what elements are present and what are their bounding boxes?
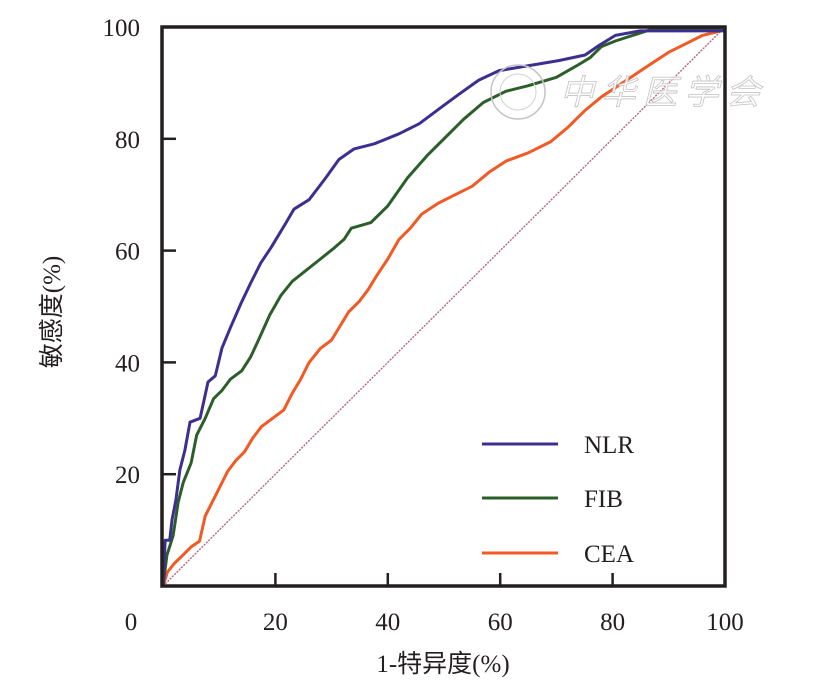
y-tick-label: 20 xyxy=(115,462,140,489)
x-tick-label: 100 xyxy=(706,609,744,636)
x-tick-label: 60 xyxy=(488,609,513,636)
x-axis-title: 1-特异度(%) xyxy=(376,650,509,678)
series-line-fib xyxy=(161,27,725,587)
series-line-cea xyxy=(161,28,726,587)
x-tick-label: 0 xyxy=(125,609,138,636)
legend-item-nlr: NLR xyxy=(482,432,634,459)
tick-labels: 0 20 40 60 80 100 20 40 60 80 100 xyxy=(103,15,744,636)
y-tick-label: 40 xyxy=(115,350,140,377)
watermark-seal-icon xyxy=(490,64,546,120)
ticks-layer xyxy=(162,137,614,586)
y-tick-label: 80 xyxy=(115,127,140,154)
y-tick-label: 100 xyxy=(103,15,141,42)
plot-frame xyxy=(160,25,727,588)
series-layer xyxy=(161,26,726,587)
legend-label: NLR xyxy=(584,432,634,459)
watermark-seal-inner-icon xyxy=(499,73,537,111)
x-tick-label: 20 xyxy=(263,609,288,636)
legend-label: CEA xyxy=(584,541,634,568)
legend-item-cea: CEA xyxy=(482,541,634,568)
legend-item-fib: FIB xyxy=(482,486,623,513)
x-tick-label: 40 xyxy=(375,609,400,636)
legend: NLR FIB CEA xyxy=(482,432,634,568)
series-line-reference xyxy=(162,26,726,587)
y-tick-label: 60 xyxy=(115,239,140,266)
y-axis-title: 敏感度(%) xyxy=(38,256,66,368)
watermark: 中华医学会 xyxy=(490,64,764,120)
x-tick-label: 80 xyxy=(600,609,625,636)
watermark-text: 中华医学会 xyxy=(560,73,764,113)
legend-label: FIB xyxy=(584,486,623,513)
series-line-nlr xyxy=(161,29,725,587)
